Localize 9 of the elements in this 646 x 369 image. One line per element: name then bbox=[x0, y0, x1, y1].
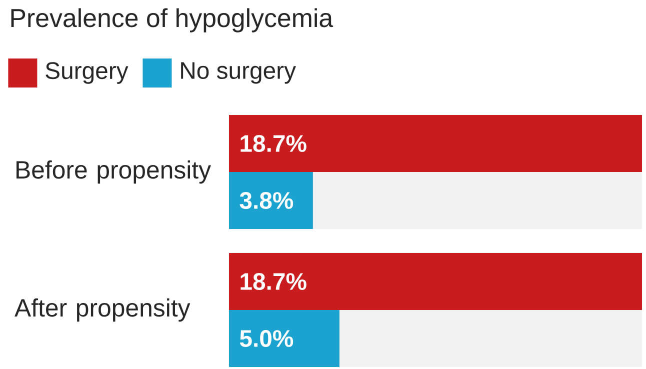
data-label: 18.7% bbox=[240, 135, 306, 152]
data-label: 18.7% bbox=[240, 273, 306, 290]
legend-label: No surgery bbox=[181, 62, 296, 84]
y-tick-label: Before propensity bbox=[16, 160, 211, 184]
legend-label: Surgery bbox=[46, 62, 128, 84]
data-label: 5.0% bbox=[240, 330, 294, 347]
chart-title: Prevalence of hypoglycemia bbox=[11, 8, 334, 32]
data-label: 3.8% bbox=[240, 192, 294, 209]
y-tick-label: After propensity bbox=[14, 298, 190, 322]
